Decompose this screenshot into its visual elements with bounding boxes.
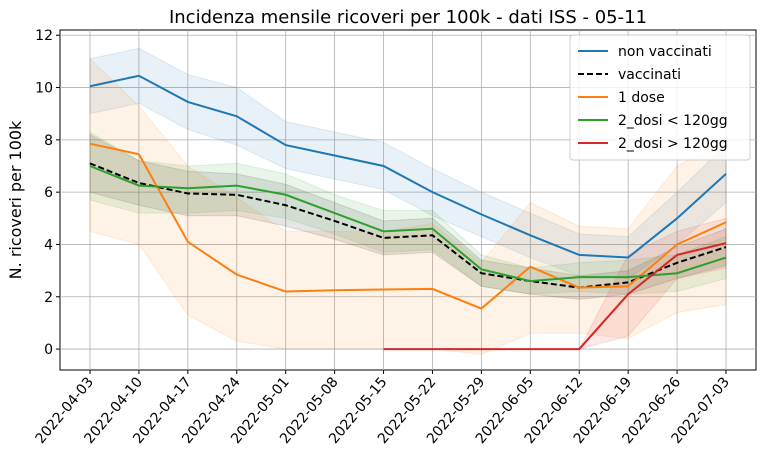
confidence-band — [89, 133, 727, 300]
y-tick-label: 2 — [44, 290, 53, 306]
series-line — [89, 74, 727, 259]
legend-label: non vaccinati — [618, 44, 712, 60]
confidence-band — [89, 57, 727, 355]
plot-frame — [59, 29, 757, 371]
series-line — [89, 162, 727, 289]
series-line — [89, 142, 727, 310]
y-axis-label: N. ricoveri per 100k — [6, 120, 25, 279]
chart-title: Incidenza mensile ricoveri per 100k - da… — [169, 7, 647, 28]
legend-label: 2_dosi > 120gg — [618, 136, 728, 152]
series-line — [89, 165, 727, 283]
legend-label: 2_dosi < 120gg — [618, 113, 728, 129]
confidence-band — [89, 47, 727, 279]
y-tick-label: 12 — [35, 28, 53, 44]
series-line — [383, 242, 727, 351]
legend-box — [569, 34, 751, 161]
y-tick-label: 10 — [35, 81, 53, 97]
y-tick-label: 0 — [44, 342, 53, 358]
confidence-band — [89, 131, 727, 295]
y-tick-label: 8 — [44, 133, 53, 149]
y-tick-label: 6 — [44, 185, 53, 201]
y-tick-label: 4 — [44, 237, 53, 253]
legend-label: 1 dose — [618, 90, 665, 106]
legend-label: vaccinati — [618, 67, 681, 83]
